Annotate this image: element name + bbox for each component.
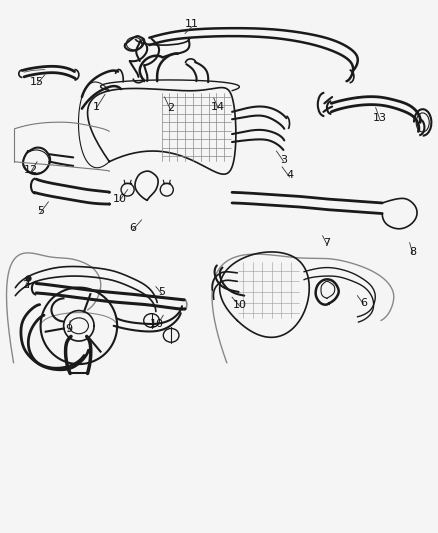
Text: 2: 2	[167, 103, 174, 112]
Text: 14: 14	[211, 102, 225, 111]
Text: 11: 11	[185, 19, 199, 29]
Text: 10: 10	[113, 193, 127, 204]
Text: 5: 5	[37, 206, 44, 216]
Text: 7: 7	[323, 238, 331, 248]
Text: 6: 6	[129, 223, 136, 233]
Text: 10: 10	[233, 300, 247, 310]
Text: 13: 13	[373, 113, 387, 123]
Text: 10: 10	[150, 319, 164, 329]
Text: 12: 12	[24, 165, 38, 175]
Text: 3: 3	[280, 155, 287, 165]
Text: 1: 1	[93, 102, 100, 111]
Text: 9: 9	[65, 324, 72, 334]
Text: 5: 5	[158, 287, 165, 297]
Text: 8: 8	[409, 247, 416, 257]
Text: 2: 2	[22, 280, 29, 290]
Text: 4: 4	[286, 171, 293, 180]
Text: 15: 15	[30, 77, 44, 87]
Text: 6: 6	[360, 297, 367, 308]
